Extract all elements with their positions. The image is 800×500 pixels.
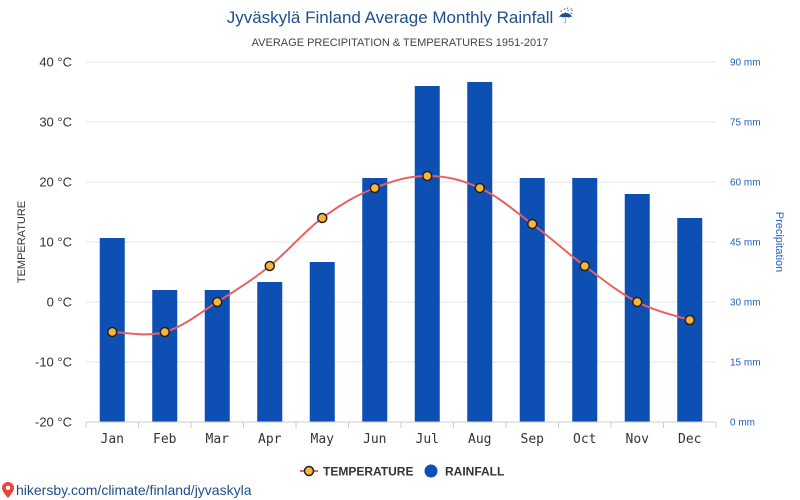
left-tick-label: 30 °C [39, 115, 72, 130]
x-tick-label: Sep [521, 432, 545, 447]
rainfall-bar [467, 82, 493, 422]
rainfall-bar [152, 290, 178, 422]
left-tick-label: 20 °C [39, 175, 72, 190]
right-tick-label: 90 mm [730, 58, 761, 69]
gridlines [86, 61, 716, 363]
temperature-point [212, 296, 223, 308]
rainfall-bar [572, 178, 598, 422]
right-tick-label: 15 mm [730, 358, 761, 369]
temperature-point [159, 326, 170, 338]
rainfall-bar [519, 178, 545, 422]
left-tick-label: 40 °C [39, 55, 72, 70]
legend-item-temperature[interactable]: TEMPERATURE [300, 465, 413, 479]
x-tick-label: Apr [258, 432, 282, 447]
legend[interactable]: TEMPERATURE RAINFALL [300, 464, 505, 479]
left-axis-ticks: -20 °C -10 °C 0 °C 10 °C 20 °C 30 °C 40 °C [35, 55, 72, 430]
legend-marker-swatch [303, 465, 315, 477]
footer-link-text[interactable]: hikersby.com/climate/finland/jyvaskyla [16, 482, 252, 498]
right-tick-label: 60 mm [730, 178, 761, 189]
right-tick-label: 0 mm [730, 418, 755, 429]
rainfall-bar [624, 194, 650, 422]
temperature-point [474, 182, 485, 194]
x-tick-label: Mar [206, 432, 230, 447]
x-tick-label: Jul [416, 432, 439, 447]
temperature-point [422, 170, 433, 182]
footer-link[interactable]: hikersby.com/climate/finland/jyvaskyla [2, 482, 252, 498]
temperature-point [684, 314, 695, 326]
temperature-point [369, 182, 380, 194]
x-tick-label: Dec [678, 432, 701, 447]
left-tick-label: -10 °C [35, 355, 72, 370]
legend-item-rainfall[interactable]: RAINFALL [424, 464, 505, 479]
temperature-points [107, 170, 695, 338]
x-tick-label: Oct [573, 432, 596, 447]
temperature-point [527, 218, 538, 230]
location-pin-icon [2, 482, 14, 498]
left-axis-label: TEMPERATURE [16, 201, 28, 283]
x-tick-label: Nov [626, 432, 650, 447]
right-tick-label: 45 mm [730, 238, 761, 249]
x-tick-label: Jan [101, 432, 124, 447]
rainfall-bar [257, 282, 283, 422]
legend-label-temperature: TEMPERATURE [323, 465, 413, 479]
temperature-point [264, 260, 275, 272]
rainfall-bar [414, 86, 440, 422]
left-tick-label: -20 °C [35, 415, 72, 430]
x-tick-label: Aug [468, 432, 491, 447]
rainfall-bar [204, 290, 230, 422]
left-tick-label: 0 °C [47, 295, 72, 310]
rainfall-bar [362, 178, 388, 422]
right-tick-label: 30 mm [730, 298, 761, 309]
temperature-point [632, 296, 643, 308]
x-tick-label: Feb [153, 432, 177, 447]
temperature-line [112, 174, 691, 336]
left-tick-label: 10 °C [39, 235, 72, 250]
x-tick-label: May [311, 432, 335, 447]
temperature-point [317, 212, 328, 224]
right-tick-label: 75 mm [730, 118, 761, 129]
temperature-point [579, 260, 590, 272]
legend-label-rainfall: RAINFALL [445, 465, 504, 479]
chart-subtitle: AVERAGE PRECIPITATION & TEMPERATURES 195… [252, 37, 549, 49]
legend-bar-swatch [424, 464, 438, 478]
rainfall-bars [99, 82, 703, 422]
rainfall-bar [309, 262, 335, 422]
x-tick-label: Jun [363, 432, 386, 447]
right-axis-ticks: 0 mm 15 mm 30 mm 45 mm 60 mm 75 mm 90 mm [730, 58, 761, 429]
right-axis-label: Precipitation [773, 212, 785, 273]
chart-title: Jyväskylä Finland Average Monthly Rainfa… [227, 7, 574, 27]
temperature-point [107, 326, 118, 338]
x-axis-ticks: Jan Feb Mar Apr May Jun Jul Aug Sep Oct Nov Dec [85, 422, 717, 447]
